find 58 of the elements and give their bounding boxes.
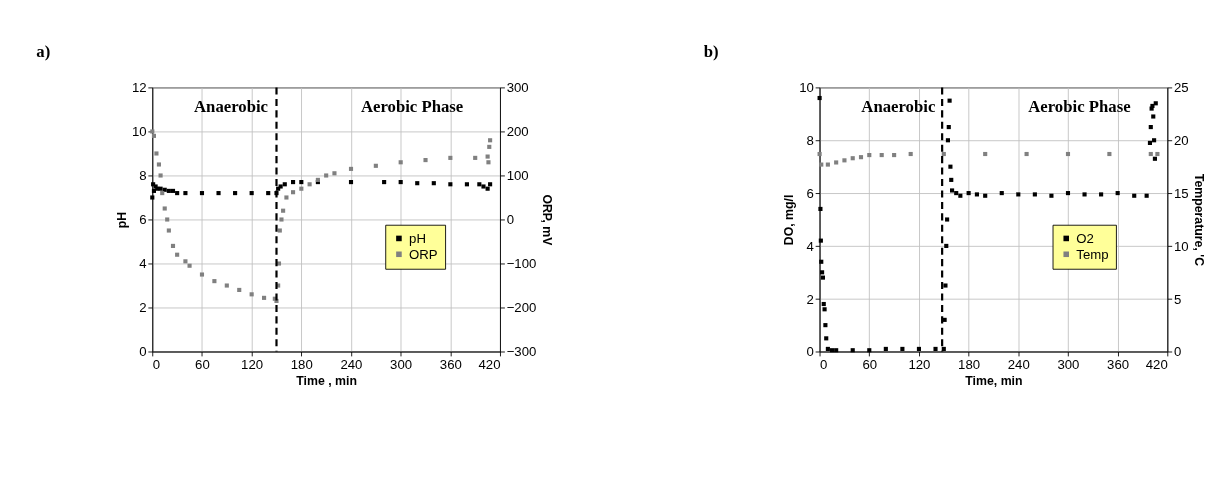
y-tick-label: 10 <box>131 124 147 140</box>
x-axis-title: Time , min <box>296 373 357 388</box>
y-tick-label: 6 <box>806 185 814 201</box>
y2-tick-label: 300 <box>506 80 529 96</box>
annotation: Anaerobic <box>194 97 269 117</box>
x-tick-label: 240 <box>1007 356 1030 372</box>
annotation: Aerobic Phase <box>1028 97 1131 117</box>
x-tick-label: 300 <box>390 356 413 372</box>
y2-tick-label: 20 <box>1173 133 1189 149</box>
y2-tick-label: −100 <box>506 256 537 272</box>
annotation: Anaerobic <box>861 97 936 117</box>
legend-label: pH <box>409 230 426 246</box>
legend-label: Temp <box>1076 246 1109 262</box>
y2-tick-label: 200 <box>506 124 529 140</box>
x-tick-label: 360 <box>439 356 462 372</box>
x-tick-label: 0 <box>820 356 828 372</box>
x-tick-label: 300 <box>1057 356 1080 372</box>
y-tick-label: 4 <box>806 238 814 254</box>
y2-tick-label: 0 <box>506 212 514 228</box>
y2-tick-label: −300 <box>506 344 537 360</box>
y-axis-title: pH <box>114 211 129 229</box>
y2-axis-title: ORP, mV <box>539 194 554 247</box>
x-axis-title: Time, min <box>965 373 1023 388</box>
y-tick-label: 0 <box>139 344 147 360</box>
x-tick-label: 420 <box>1145 356 1168 372</box>
y2-axis-title: Temperature, 'C <box>1191 173 1206 267</box>
y2-tick-label: 15 <box>1173 185 1189 201</box>
annotation: Aerobic Phase <box>360 97 464 117</box>
x-tick-label: 60 <box>862 356 878 372</box>
x-tick-label: 120 <box>908 356 931 372</box>
legend-label: ORP <box>409 246 438 262</box>
y2-tick-label: −200 <box>506 300 537 316</box>
x-tick-label: 120 <box>241 356 264 372</box>
chart-title: a) <box>36 41 51 61</box>
y-tick-label: 2 <box>139 300 147 316</box>
x-tick-label: 420 <box>478 356 501 372</box>
y-tick-label: 0 <box>806 344 814 360</box>
x-tick-label: 180 <box>290 356 313 372</box>
y-tick-label: 12 <box>131 80 147 96</box>
x-tick-label: 240 <box>340 356 363 372</box>
y-tick-label: 6 <box>139 212 147 228</box>
y-axis-title: DO, mg/l <box>782 194 797 246</box>
y-tick-label: 10 <box>799 80 814 96</box>
y2-tick-label: 0 <box>1173 344 1182 360</box>
legend-label: O2 <box>1076 230 1094 246</box>
y2-tick-label: 5 <box>1173 291 1182 307</box>
y2-tick-label: 100 <box>506 168 529 184</box>
chart-title: b) <box>703 41 719 61</box>
y-tick-label: 4 <box>139 256 147 272</box>
x-tick-label: 60 <box>195 356 210 372</box>
x-tick-label: 0 <box>152 356 161 372</box>
y-tick-label: 2 <box>806 291 814 307</box>
y2-tick-label: 10 <box>1173 238 1189 254</box>
y-tick-label: 8 <box>139 168 147 184</box>
y2-tick-label: 25 <box>1173 80 1189 96</box>
x-tick-label: 180 <box>958 356 981 372</box>
y-tick-label: 8 <box>806 133 814 149</box>
x-tick-label: 360 <box>1107 356 1130 372</box>
